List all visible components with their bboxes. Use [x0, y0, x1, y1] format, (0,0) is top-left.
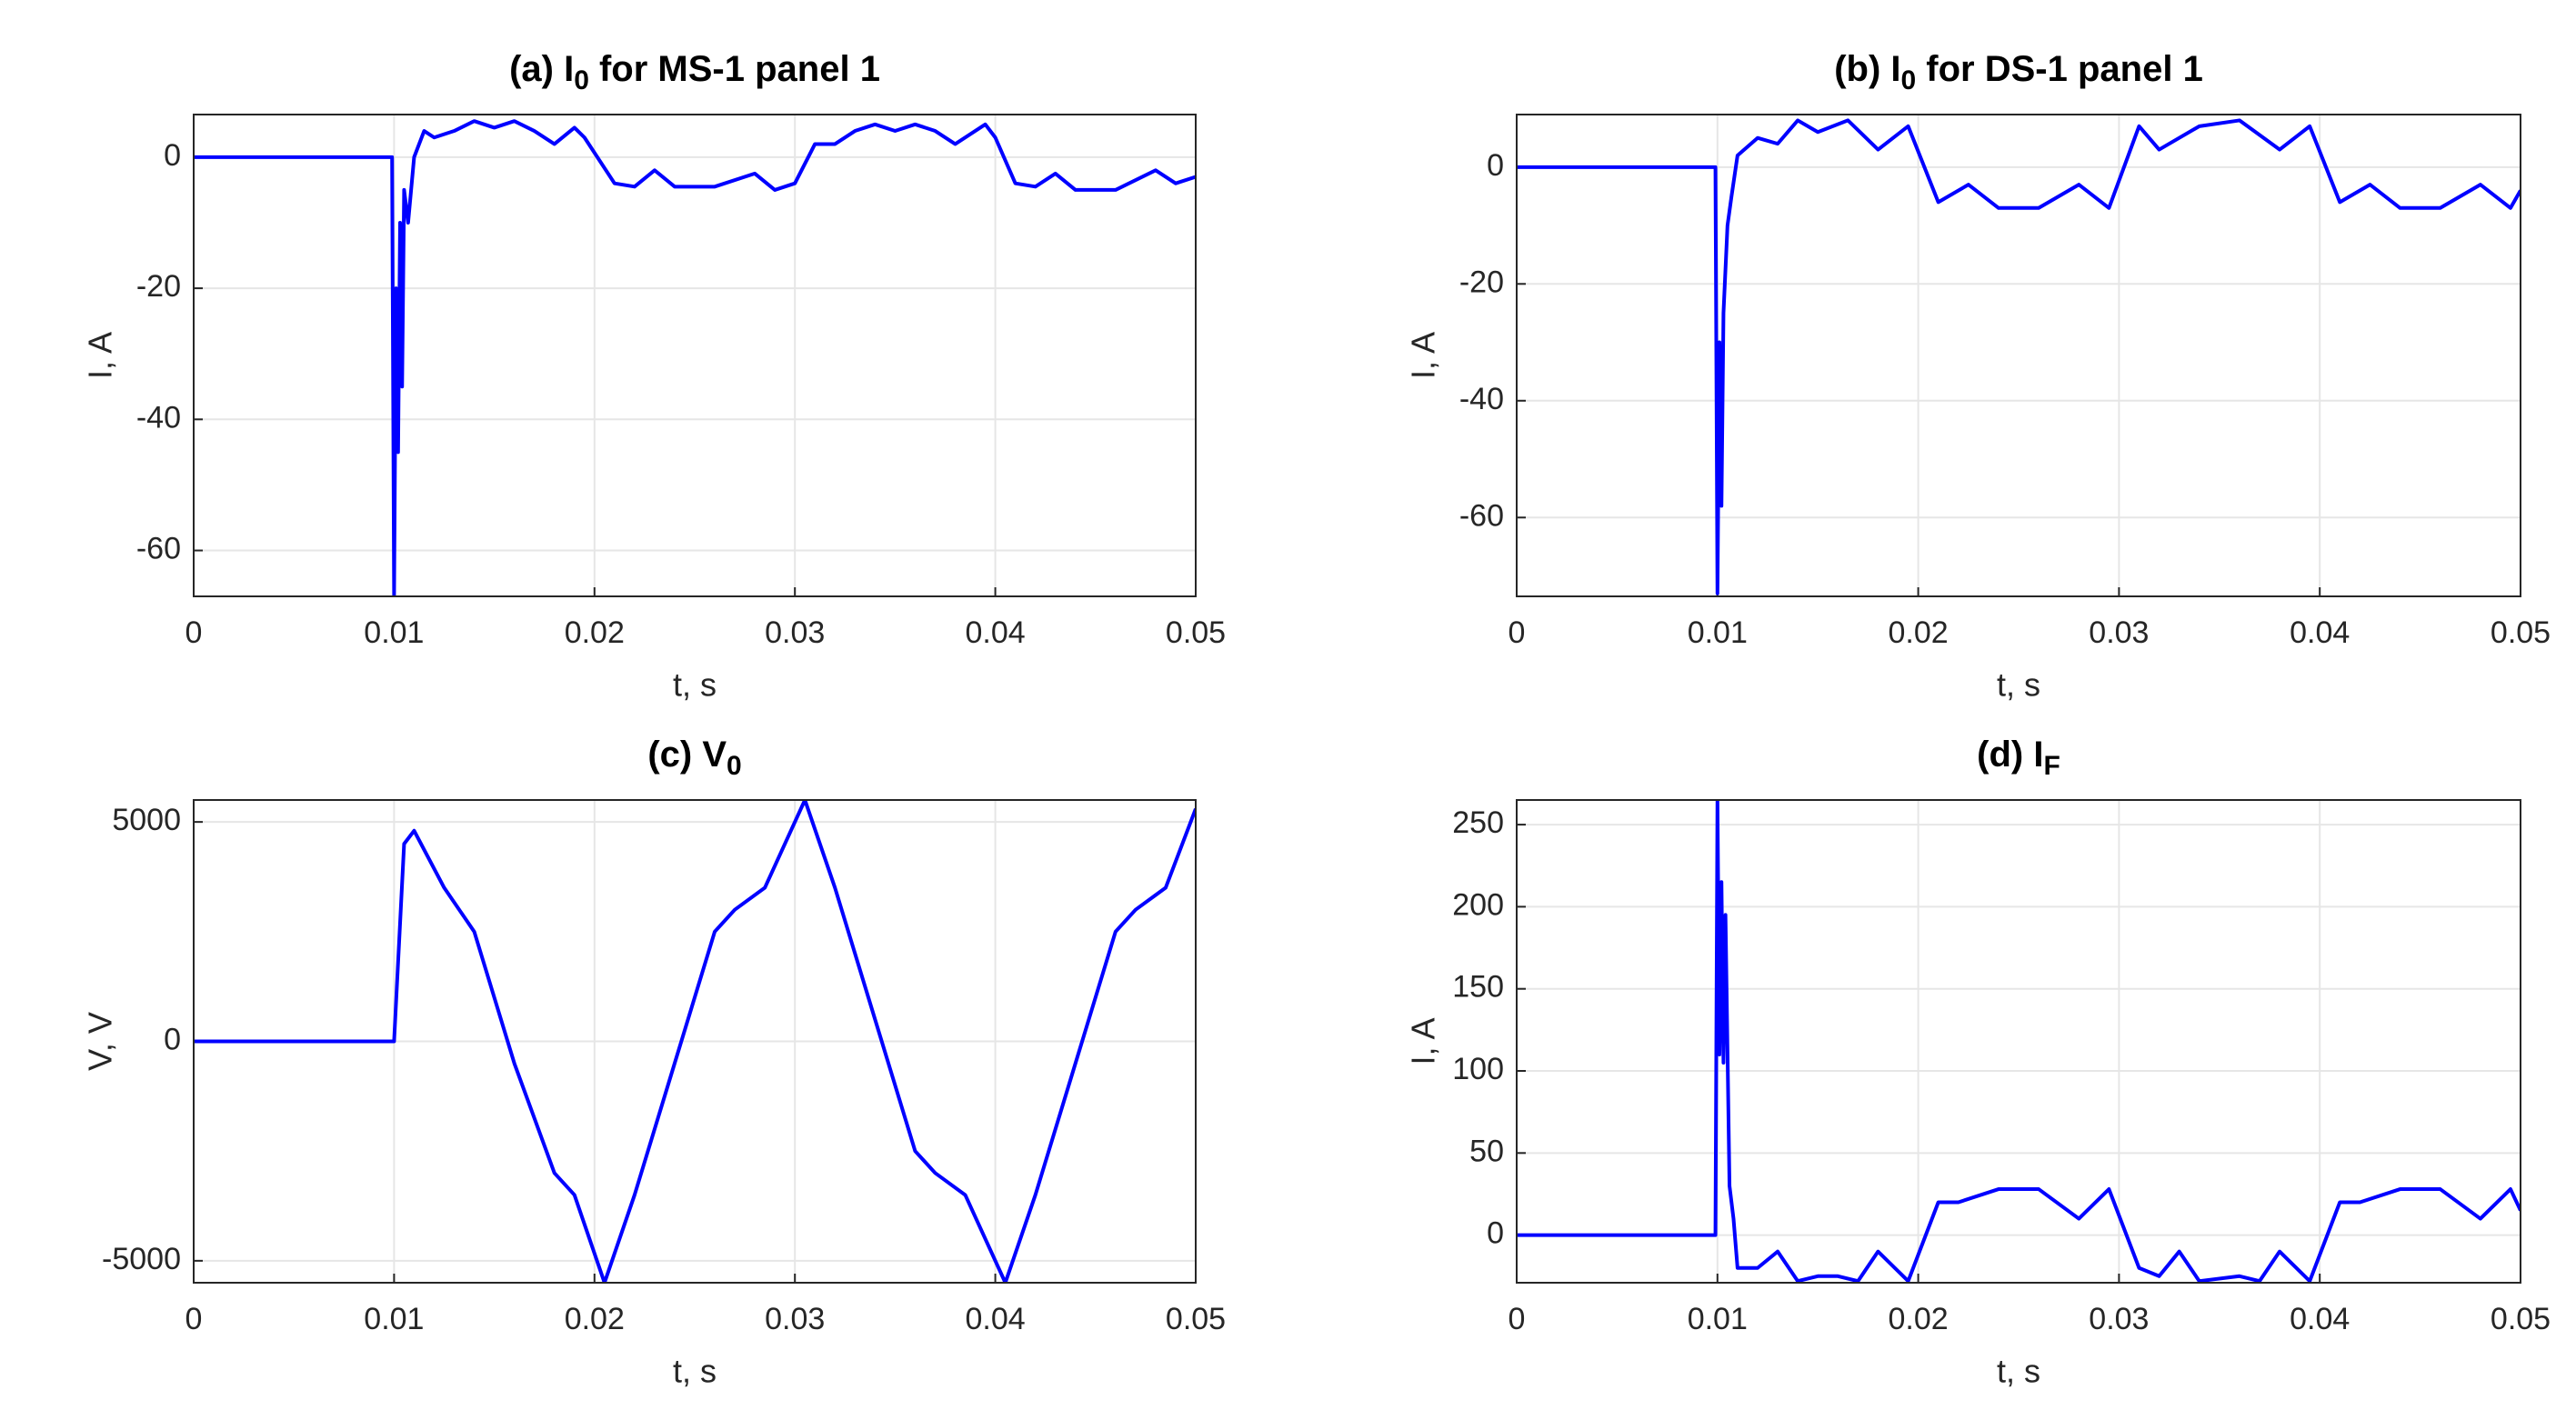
y-axis-label: I, A	[82, 332, 119, 379]
y-tick-label: 0	[1487, 148, 1504, 183]
x-axis-label: t, s	[1997, 1353, 2040, 1390]
x-tick-label: 0.02	[565, 615, 625, 650]
title-rest: for DS-1 panel 1	[1916, 49, 2203, 89]
chart-title: (c) V0	[647, 735, 741, 781]
y-tick-label: 250	[1452, 805, 1504, 840]
chart-title: (d) IF	[1977, 735, 2060, 781]
x-tick-label: 0.01	[1688, 1302, 1748, 1336]
axes-box	[193, 114, 1197, 597]
x-tick-label: 0	[185, 1302, 203, 1336]
axes-box	[1516, 799, 2521, 1284]
x-tick-label: 0	[185, 615, 203, 650]
plot-area	[194, 115, 1196, 596]
title-subscript: 0	[727, 751, 742, 781]
title-main: (c) V	[647, 735, 727, 775]
x-tick-label: 0.02	[1889, 1302, 1949, 1336]
y-tick-label: -40	[136, 400, 181, 435]
x-axis-label: t, s	[673, 1353, 717, 1390]
y-tick-label: 100	[1452, 1052, 1504, 1086]
subplot: 0 0.01 0.02 0.03 0.04 0.05 0 50 100 150 200 250 (d) …	[1405, 735, 2551, 1390]
y-tick-label: 0	[164, 1022, 181, 1056]
y-tick-label: 50	[1469, 1134, 1504, 1168]
plot-area	[1517, 800, 2521, 1283]
x-tick-label: 0.03	[765, 1302, 825, 1336]
y-tick-label: 0	[1487, 1216, 1504, 1251]
title-main: (d) I	[1977, 735, 2043, 775]
x-tick-label: 0.05	[2491, 615, 2551, 650]
x-tick-label: 0	[1509, 1302, 1526, 1336]
data-line	[194, 800, 1196, 1283]
x-axis-label: t, s	[673, 666, 717, 704]
y-tick-label: -60	[136, 532, 181, 566]
x-tick-label: 0.05	[1166, 1302, 1226, 1336]
x-tick-label: 0.04	[2290, 615, 2350, 650]
y-tick-label: 150	[1452, 970, 1504, 1005]
y-tick-label: -40	[1459, 382, 1504, 416]
chart-title: (a) I0 for MS-1 panel 1	[509, 49, 880, 95]
x-tick-label: 0.02	[1889, 615, 1949, 650]
x-tick-label: 0.04	[2290, 1302, 2350, 1336]
y-tick-label: -5000	[102, 1242, 181, 1276]
data-line	[1517, 800, 2521, 1283]
title-subscript: F	[2043, 751, 2060, 781]
x-tick-label: 0.05	[1166, 615, 1226, 650]
title-main: (a) I	[509, 49, 574, 89]
y-tick-label: 0	[164, 138, 181, 173]
y-tick-label: 200	[1452, 887, 1504, 922]
x-tick-label: 0.02	[565, 1302, 625, 1336]
x-tick-label: 0.04	[966, 1302, 1026, 1336]
x-tick-label: 0	[1509, 615, 1526, 650]
data-line	[194, 119, 1196, 596]
y-tick-label: -20	[136, 269, 181, 304]
x-tick-label: 0.03	[2089, 615, 2149, 650]
y-axis-label: I, A	[1405, 332, 1442, 379]
chart-title: (b) I0 for DS-1 panel 1	[1834, 49, 2203, 95]
title-subscript: 0	[1901, 65, 1917, 95]
x-tick-label: 0.01	[364, 1302, 424, 1336]
x-axis-label: t, s	[1997, 666, 2040, 704]
x-tick-label: 0.04	[966, 615, 1026, 650]
title-main: (b) I	[1834, 49, 1900, 89]
y-tick-label: -60	[1459, 498, 1504, 533]
title-rest: for MS-1 panel 1	[589, 49, 880, 89]
x-tick-label: 0.03	[2089, 1302, 2149, 1336]
data-line	[1517, 118, 2521, 595]
y-tick-label: -20	[1459, 265, 1504, 299]
axes-box	[193, 799, 1197, 1284]
y-axis-label: I, A	[1405, 1017, 1442, 1065]
x-tick-label: 0.01	[1688, 615, 1748, 650]
title-subscript: 0	[574, 65, 589, 95]
x-tick-label: 0.01	[364, 615, 424, 650]
y-tick-label: 5000	[112, 803, 181, 837]
x-tick-label: 0.03	[765, 615, 825, 650]
y-axis-label: V, V	[82, 1012, 119, 1071]
x-tick-label: 0.05	[2491, 1302, 2551, 1336]
axes-box	[1516, 114, 2521, 597]
subplot: 0 0.01 0.02 0.03 0.04 0.05-60-40-200(a) I0 fo…	[82, 49, 1227, 704]
subplot: 0 0.01 0.02 0.03 0.04 0.05-60-40-200(b) I0 fo…	[1405, 49, 2551, 704]
